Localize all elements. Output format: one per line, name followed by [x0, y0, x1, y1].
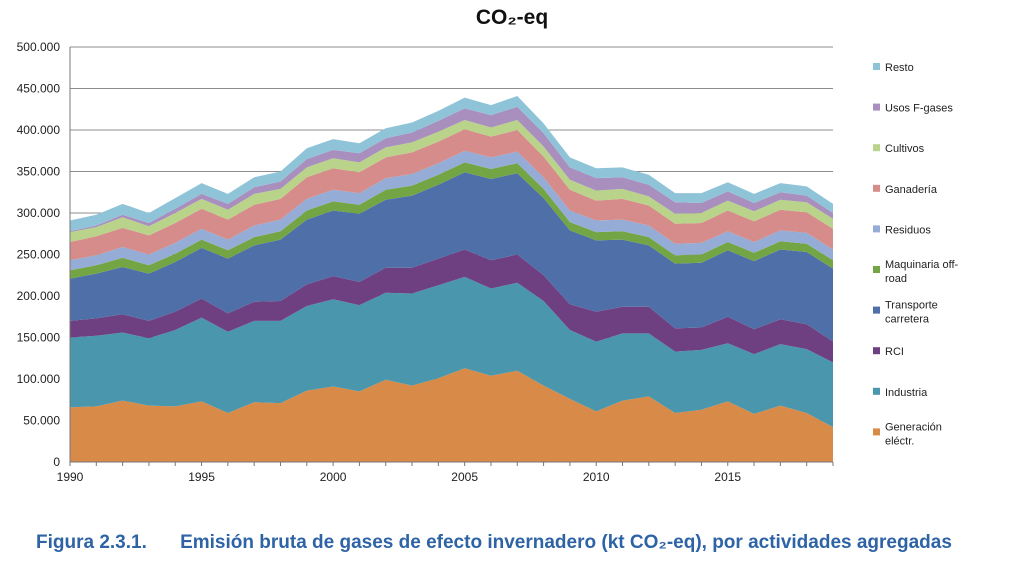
caption-figure-label: Figura 2.3.1. [36, 532, 147, 553]
x-tick-labels: 1990 1995 2000 2005 2010 2015 [57, 470, 742, 484]
y-tick-label: 500.000 [17, 40, 61, 54]
legend-swatch [873, 63, 880, 70]
caption-text: Emisión bruta de gases de efecto inverna… [180, 532, 952, 553]
area-resto [70, 96, 833, 232]
y-tick-label: 50.000 [23, 414, 60, 428]
area-industria [70, 276, 833, 428]
legend-swatch [873, 266, 880, 273]
legend-swatch [873, 184, 880, 192]
y-tick-label: 250.000 [17, 248, 61, 262]
legend-swatch [873, 225, 880, 233]
y-tick-label: 350.000 [17, 165, 61, 179]
legend-swatch [873, 103, 880, 111]
legend-label: Cultivos [885, 143, 925, 155]
legend-label: Resto [885, 62, 914, 74]
stacked-area-chart: 0 50.000 100.000 150.000 200.000 250.000 300.0… [17, 40, 959, 484]
legend-swatch [873, 306, 880, 314]
legend-label: Transporte carretera [885, 300, 938, 326]
legend-label: Industria [885, 387, 928, 399]
legend-label: Residuos [885, 224, 931, 236]
area-ganadería [70, 129, 833, 261]
area-rci [70, 249, 833, 363]
legend-label: Generación eléctr. [885, 421, 942, 447]
legend-label: Ganadería [885, 184, 938, 196]
area-generación-eléctr- [70, 368, 833, 462]
x-tick-label: 2015 [714, 470, 741, 484]
x-tick-label: 1990 [57, 470, 84, 484]
legend-label: Usos F-gases [885, 103, 953, 115]
legend-swatch [873, 144, 880, 152]
area-cultivos [70, 120, 833, 242]
y-tick-label: 100.000 [17, 372, 61, 386]
x-tick-label: 2010 [583, 470, 610, 484]
y-tick-label: 0 [53, 455, 60, 469]
legend-label: RCI [885, 346, 904, 358]
legend-swatch [873, 387, 880, 395]
y-tick-label: 300.000 [17, 206, 61, 220]
chart-title: CO₂-eq [475, 6, 549, 29]
legend-swatch [873, 428, 880, 436]
y-tick-label: 150.000 [17, 331, 61, 345]
legend-swatch [873, 347, 880, 355]
x-tick-label: 2000 [320, 470, 347, 484]
y-tick-label: 200.000 [17, 289, 61, 303]
area-residuos [70, 150, 833, 271]
y-tick-label: 400.000 [17, 123, 61, 137]
legend: Resto Usos F-gases Cultivos Ganadería Residu… [873, 62, 959, 447]
area-series [70, 96, 833, 462]
legend-label: Maquinaria off-road [885, 259, 959, 285]
y-tick-labels: 0 50.000 100.000 150.000 200.000 250.000 300.0… [17, 40, 61, 469]
area-transporte-carretera [70, 172, 833, 342]
axes [69, 47, 834, 466]
area-maquinaria-off-road [70, 162, 833, 279]
x-tick-label: 2005 [451, 470, 478, 484]
y-tick-label: 450.000 [17, 82, 61, 96]
x-tick-label: 1995 [188, 470, 215, 484]
